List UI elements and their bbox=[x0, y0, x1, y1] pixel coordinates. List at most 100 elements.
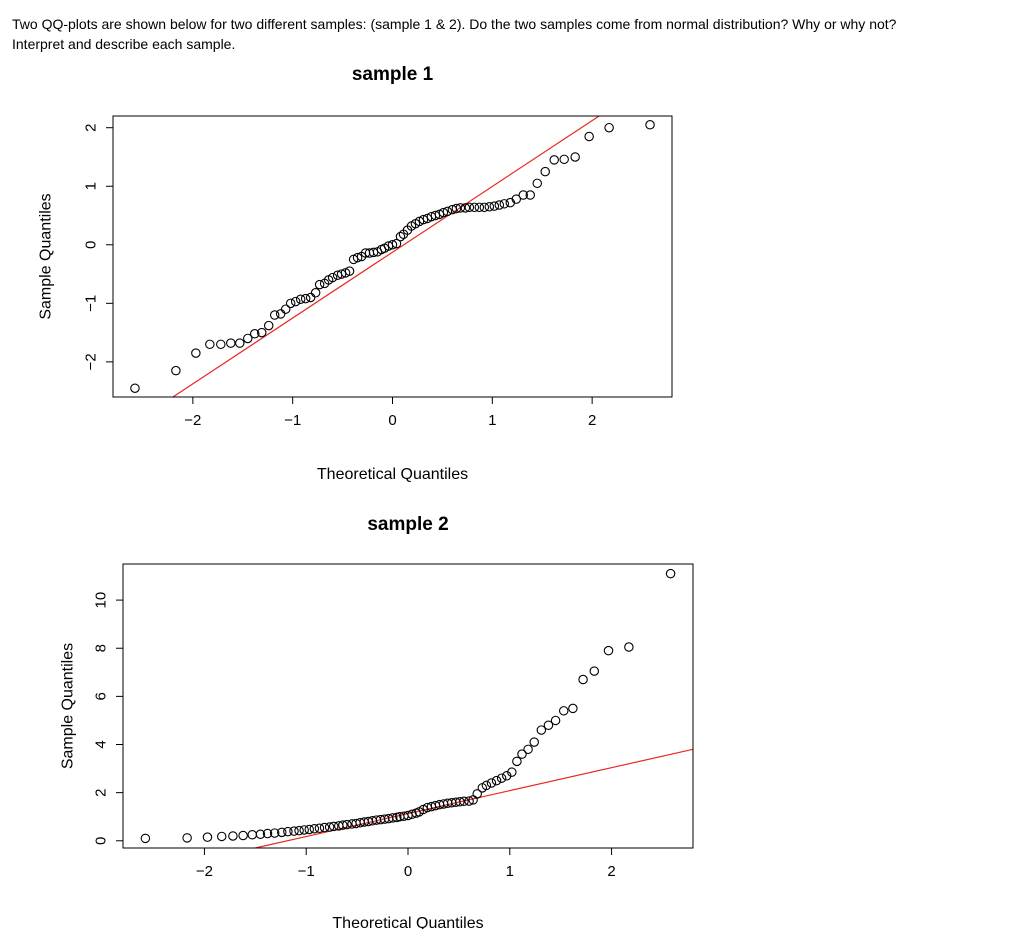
data-point bbox=[518, 190, 529, 200]
data-point bbox=[294, 825, 304, 836]
data-point bbox=[387, 240, 398, 250]
x-tick-label: −1 bbox=[298, 863, 315, 880]
y-tick-label: 2 bbox=[83, 124, 100, 132]
data-point bbox=[130, 383, 140, 393]
x-axis-label: Theoretical Quantiles bbox=[317, 466, 468, 483]
data-point bbox=[603, 645, 614, 656]
data-point bbox=[464, 796, 474, 806]
x-tick-label: 0 bbox=[388, 412, 396, 429]
data-point bbox=[464, 202, 475, 213]
data-point bbox=[295, 294, 306, 304]
data-point bbox=[202, 832, 213, 842]
data-point bbox=[387, 813, 398, 823]
x-tick-label: −2 bbox=[184, 412, 201, 429]
data-point bbox=[559, 154, 569, 165]
data-point bbox=[558, 706, 569, 716]
y-tick-label: 1 bbox=[83, 182, 100, 190]
data-point bbox=[455, 203, 466, 213]
data-point bbox=[324, 822, 335, 832]
data-point bbox=[523, 744, 533, 755]
data-point bbox=[255, 829, 266, 840]
data-point bbox=[290, 296, 301, 307]
data-point bbox=[319, 822, 330, 833]
x-tick-label: 2 bbox=[588, 412, 596, 429]
data-point bbox=[344, 266, 355, 276]
data-point bbox=[665, 568, 676, 579]
y-tick-label: 0 bbox=[83, 241, 100, 249]
data-point bbox=[283, 826, 293, 837]
data-point bbox=[589, 666, 600, 676]
y-tick-label: −2 bbox=[83, 353, 100, 370]
data-point bbox=[342, 819, 352, 830]
data-point bbox=[442, 206, 453, 217]
data-point bbox=[327, 272, 338, 283]
y-tick-label: 10 bbox=[93, 592, 110, 609]
data-point bbox=[512, 756, 522, 767]
data-point bbox=[469, 202, 480, 213]
data-point bbox=[430, 210, 441, 221]
data-point bbox=[216, 831, 227, 842]
reference-line bbox=[172, 116, 600, 397]
data-point bbox=[525, 190, 536, 200]
data-point bbox=[314, 823, 325, 834]
data-point bbox=[474, 202, 485, 213]
qq-plot-sample-2: sample 2 −2 −1 0 1 2 0 2 4 6 8 10 Theoretical Quanti… bbox=[60, 514, 694, 929]
data-point bbox=[171, 365, 181, 376]
y-tick-label: −1 bbox=[83, 295, 100, 312]
data-point bbox=[481, 780, 492, 791]
data-point bbox=[305, 292, 316, 303]
data-point bbox=[309, 823, 320, 834]
data-point bbox=[336, 269, 347, 279]
chart-title: sample 1 bbox=[352, 64, 434, 85]
data-point bbox=[489, 201, 500, 211]
data-point bbox=[486, 778, 497, 788]
data-point bbox=[280, 304, 291, 314]
y-tick-label: 8 bbox=[93, 644, 110, 652]
chart-title: sample 2 bbox=[367, 514, 448, 535]
data-point bbox=[584, 131, 594, 142]
data-point bbox=[496, 773, 507, 783]
data-point bbox=[507, 767, 517, 777]
x-tick-label: −1 bbox=[284, 412, 301, 429]
data-point bbox=[438, 207, 449, 218]
data-point bbox=[568, 703, 578, 714]
data-point bbox=[532, 178, 542, 189]
data-point bbox=[235, 338, 245, 348]
data-point bbox=[216, 339, 226, 350]
data-point bbox=[451, 203, 462, 214]
data-point bbox=[550, 715, 561, 726]
data-point bbox=[277, 827, 287, 838]
x-axis-label: Theoretical Quantiles bbox=[332, 915, 483, 929]
data-point bbox=[460, 203, 471, 213]
data-point bbox=[472, 789, 482, 799]
data-point bbox=[328, 821, 339, 832]
data-point bbox=[352, 252, 363, 263]
data-point bbox=[645, 120, 655, 130]
data-point bbox=[395, 231, 406, 242]
data-point bbox=[263, 320, 274, 331]
data-point bbox=[570, 152, 580, 162]
data-points bbox=[130, 120, 655, 393]
qq-plot-sample-1: sample 1 −2 −1 0 1 2 −2 −1 0 1 2 Theoretical Quanti… bbox=[38, 64, 673, 483]
x-tick-label: 0 bbox=[404, 863, 412, 880]
data-point bbox=[256, 327, 267, 338]
data-point bbox=[299, 825, 309, 835]
y-tick-label: 4 bbox=[93, 740, 110, 748]
data-point bbox=[511, 194, 522, 204]
y-axis-label: Sample Quantiles bbox=[38, 193, 55, 319]
y-tick-label: 0 bbox=[93, 837, 110, 845]
question-text: Two QQ-plots are shown below for two dif… bbox=[12, 14, 1012, 54]
plot-frame bbox=[122, 563, 694, 849]
data-point bbox=[226, 338, 236, 348]
data-point bbox=[314, 279, 325, 290]
data-point bbox=[624, 642, 634, 652]
x-tick-label: −2 bbox=[196, 863, 213, 880]
data-point bbox=[549, 155, 559, 165]
data-point bbox=[243, 333, 253, 344]
data-point bbox=[499, 199, 510, 209]
data-point bbox=[289, 826, 299, 836]
data-point bbox=[578, 674, 588, 685]
x-tick-label: 1 bbox=[488, 412, 496, 429]
data-point bbox=[517, 749, 527, 759]
x-tick-label: 2 bbox=[607, 863, 615, 880]
